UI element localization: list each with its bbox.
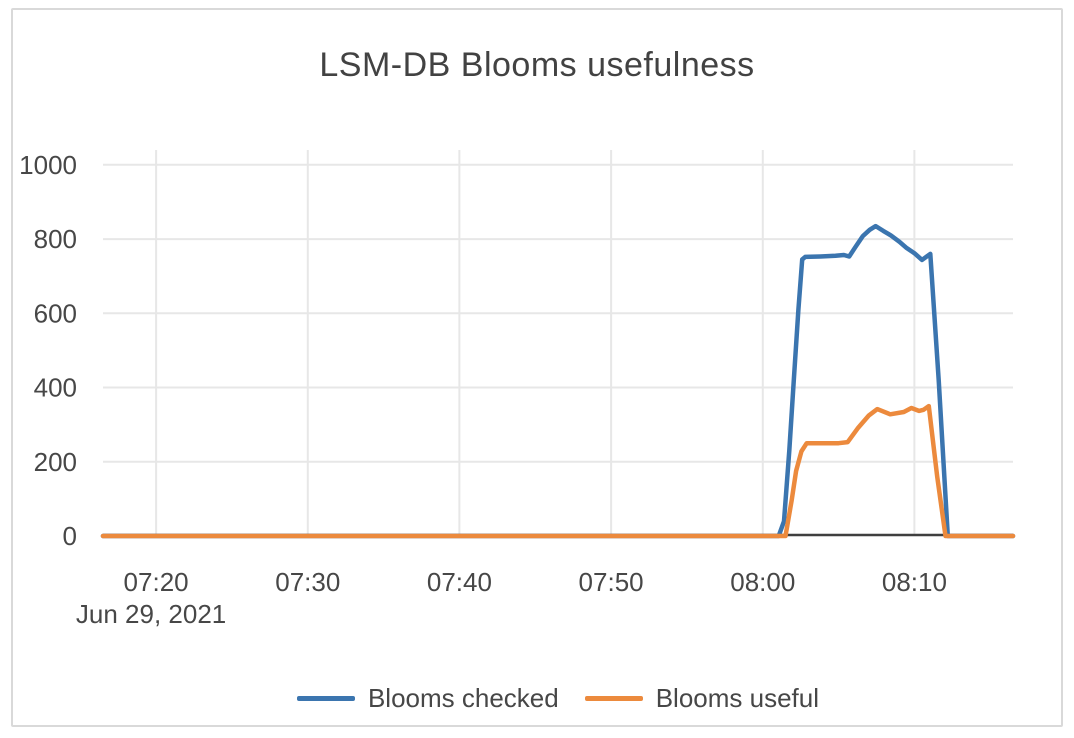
- x-tick-label: 07:20: [124, 567, 189, 597]
- series-line-0: [100, 223, 1016, 539]
- x-tick-label: 08:00: [730, 567, 795, 597]
- y-tick-label: 400: [34, 373, 77, 403]
- y-tick-label: 0: [63, 521, 77, 551]
- legend-item-blooms-useful[interactable]: Blooms useful: [584, 682, 820, 714]
- y-tick-label: 1000: [19, 150, 77, 180]
- series-line-1: [100, 403, 1016, 539]
- y-tick-label: 200: [34, 447, 77, 477]
- legend-swatch-blooms-checked: [296, 695, 355, 701]
- y-tick-label: 800: [34, 224, 77, 254]
- legend: Blooms checked Blooms useful: [103, 680, 1013, 716]
- y-tick-label: 600: [34, 298, 77, 328]
- x-tick-label: 07:40: [427, 567, 492, 597]
- chart-title: LSM-DB Blooms usefulness: [319, 46, 755, 84]
- x-axis-date-label: Jun 29, 2021: [76, 599, 226, 629]
- legend-label-blooms-useful: Blooms useful: [655, 682, 820, 713]
- legend-swatch-blooms-useful: [584, 695, 643, 701]
- legend-item-blooms-checked[interactable]: Blooms checked: [296, 682, 559, 714]
- x-tick-label: 07:30: [275, 567, 340, 597]
- x-tick-label: 08:10: [882, 567, 947, 597]
- x-tick-label: 07:50: [579, 567, 644, 597]
- legend-label-blooms-checked: Blooms checked: [367, 682, 559, 713]
